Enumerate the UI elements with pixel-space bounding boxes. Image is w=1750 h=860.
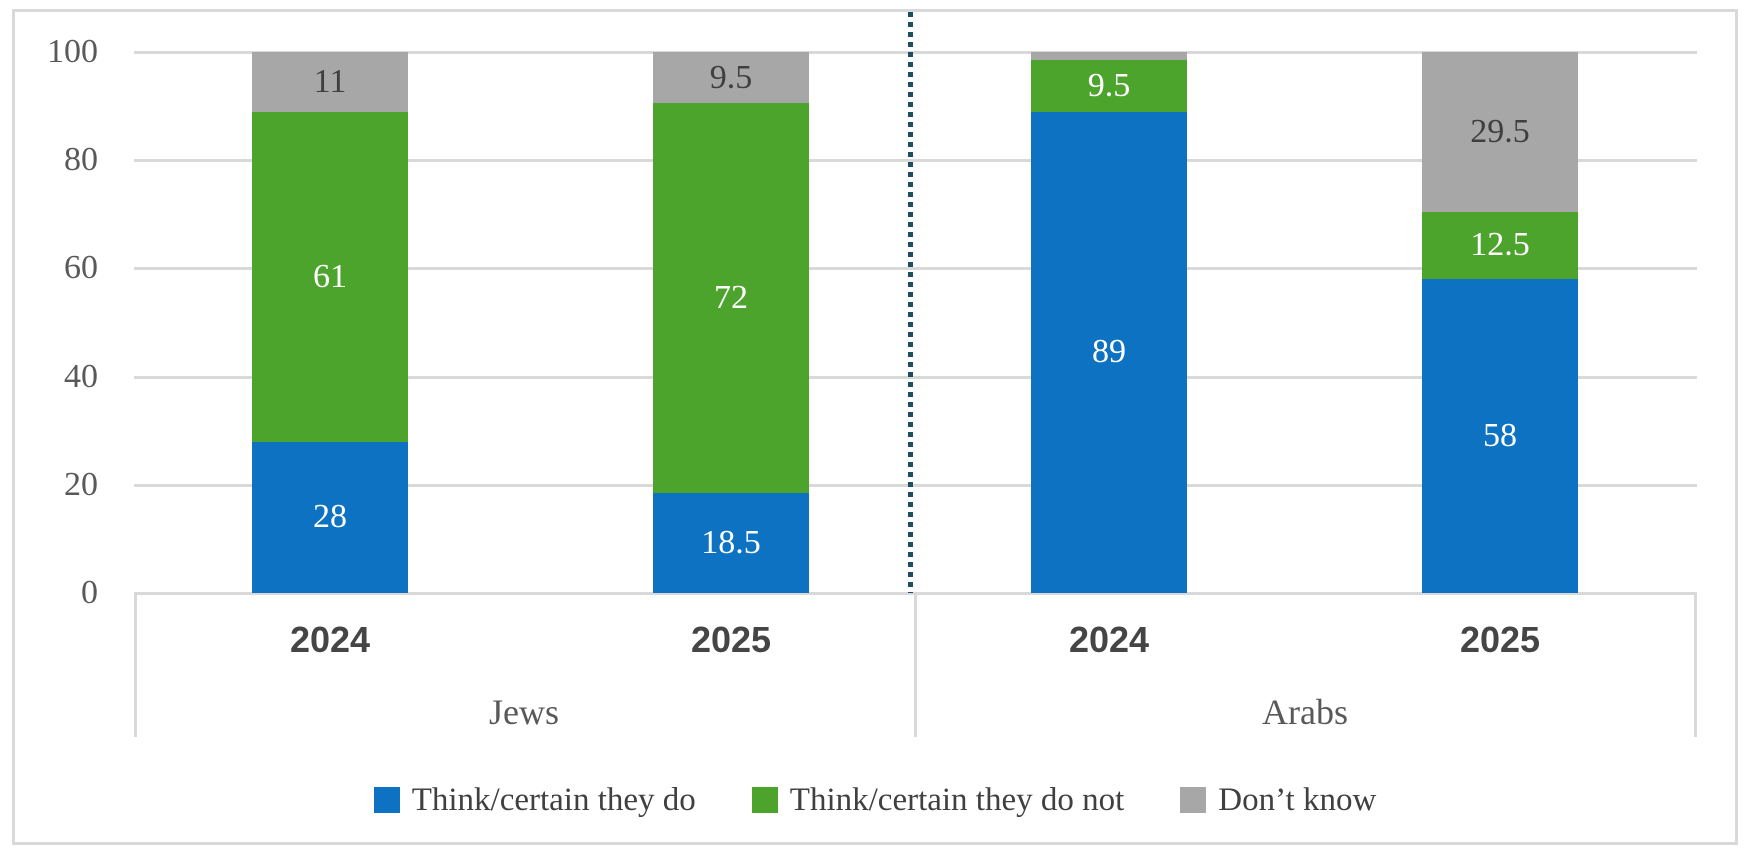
bar-segment-dont-know: 29.5 <box>1422 52 1578 212</box>
legend-swatch-think-certain-they-do <box>373 787 400 813</box>
bar-segment-think-certain-they-do-not: 9.5 <box>1031 60 1187 112</box>
bar-segment-dont-know: 11 <box>252 52 408 112</box>
bar-value-label: 9.5 <box>1087 66 1131 104</box>
bar-segment-think-certain-they-do: 58 <box>1422 279 1578 593</box>
bar-value-label: 9.5 <box>709 58 753 96</box>
bar-segment-dont-know: 9.5 <box>653 52 809 104</box>
gridline <box>134 51 1697 54</box>
legend-label: Think/certain they do not <box>789 782 1125 818</box>
bar-segment-think-certain-they-do-not: 72 <box>653 103 809 493</box>
bar-value-label: 58 <box>1483 417 1517 455</box>
bar-value-label: 89 <box>1092 333 1126 371</box>
legend-label: Don’t know <box>1218 782 1377 818</box>
legend-label: Think/certain they do <box>411 782 696 818</box>
y-tick-label: 40 <box>64 358 98 395</box>
gridline <box>134 267 1697 270</box>
group-divider-dotted-line <box>908 12 913 593</box>
bar-value-label: 12.5 <box>1470 226 1530 264</box>
bar-value-label: 11 <box>313 62 347 100</box>
gridline <box>134 376 1697 379</box>
category-axis-tick <box>1694 593 1697 737</box>
group-label: Jews <box>489 692 559 732</box>
bar-value-label: 18.5 <box>701 523 761 561</box>
year-label: 2025 <box>690 619 772 660</box>
legend: Think/certain they do Think/certain they … <box>0 776 1750 824</box>
legend-item-think-certain-they-do: Think/certain they do <box>373 780 696 820</box>
bar-value-label: 29.5 <box>1470 112 1530 150</box>
y-tick-label: 80 <box>64 141 98 178</box>
legend-item-think-certain-they-do-not: Think/certain they do not <box>751 780 1125 820</box>
year-label: 2025 <box>1459 619 1541 660</box>
bar-segment-think-certain-they-do-not: 61 <box>252 111 408 442</box>
bar-value-label: 72 <box>714 279 748 317</box>
bar-value-label: 61 <box>313 257 347 295</box>
y-tick-label: 100 <box>47 33 98 70</box>
bar-segment-dont-know <box>1031 52 1187 61</box>
y-tick-label: 20 <box>64 466 98 503</box>
y-tick-label: 60 <box>64 249 98 286</box>
legend-swatch-dont-know <box>1180 787 1207 813</box>
legend-item-dont-know: Don’t know <box>1180 780 1376 820</box>
y-tick-label: 0 <box>81 574 98 611</box>
year-label: 2024 <box>289 619 371 660</box>
bar-segment-think-certain-they-do: 89 <box>1031 111 1187 593</box>
group-label: Arabs <box>1262 692 1348 732</box>
category-axis-tick <box>914 593 917 737</box>
bar-segment-think-certain-they-do: 28 <box>252 441 408 593</box>
year-label: 2024 <box>1068 619 1150 660</box>
bar-segment-think-certain-they-do-not: 12.5 <box>1422 211 1578 280</box>
category-axis-tick <box>134 593 137 737</box>
gridline <box>134 159 1697 162</box>
gridline <box>134 484 1697 487</box>
bar-segment-think-certain-they-do: 18.5 <box>653 492 809 593</box>
bar-value-label: 28 <box>313 498 347 536</box>
legend-swatch-think-certain-they-do-not <box>751 787 778 813</box>
